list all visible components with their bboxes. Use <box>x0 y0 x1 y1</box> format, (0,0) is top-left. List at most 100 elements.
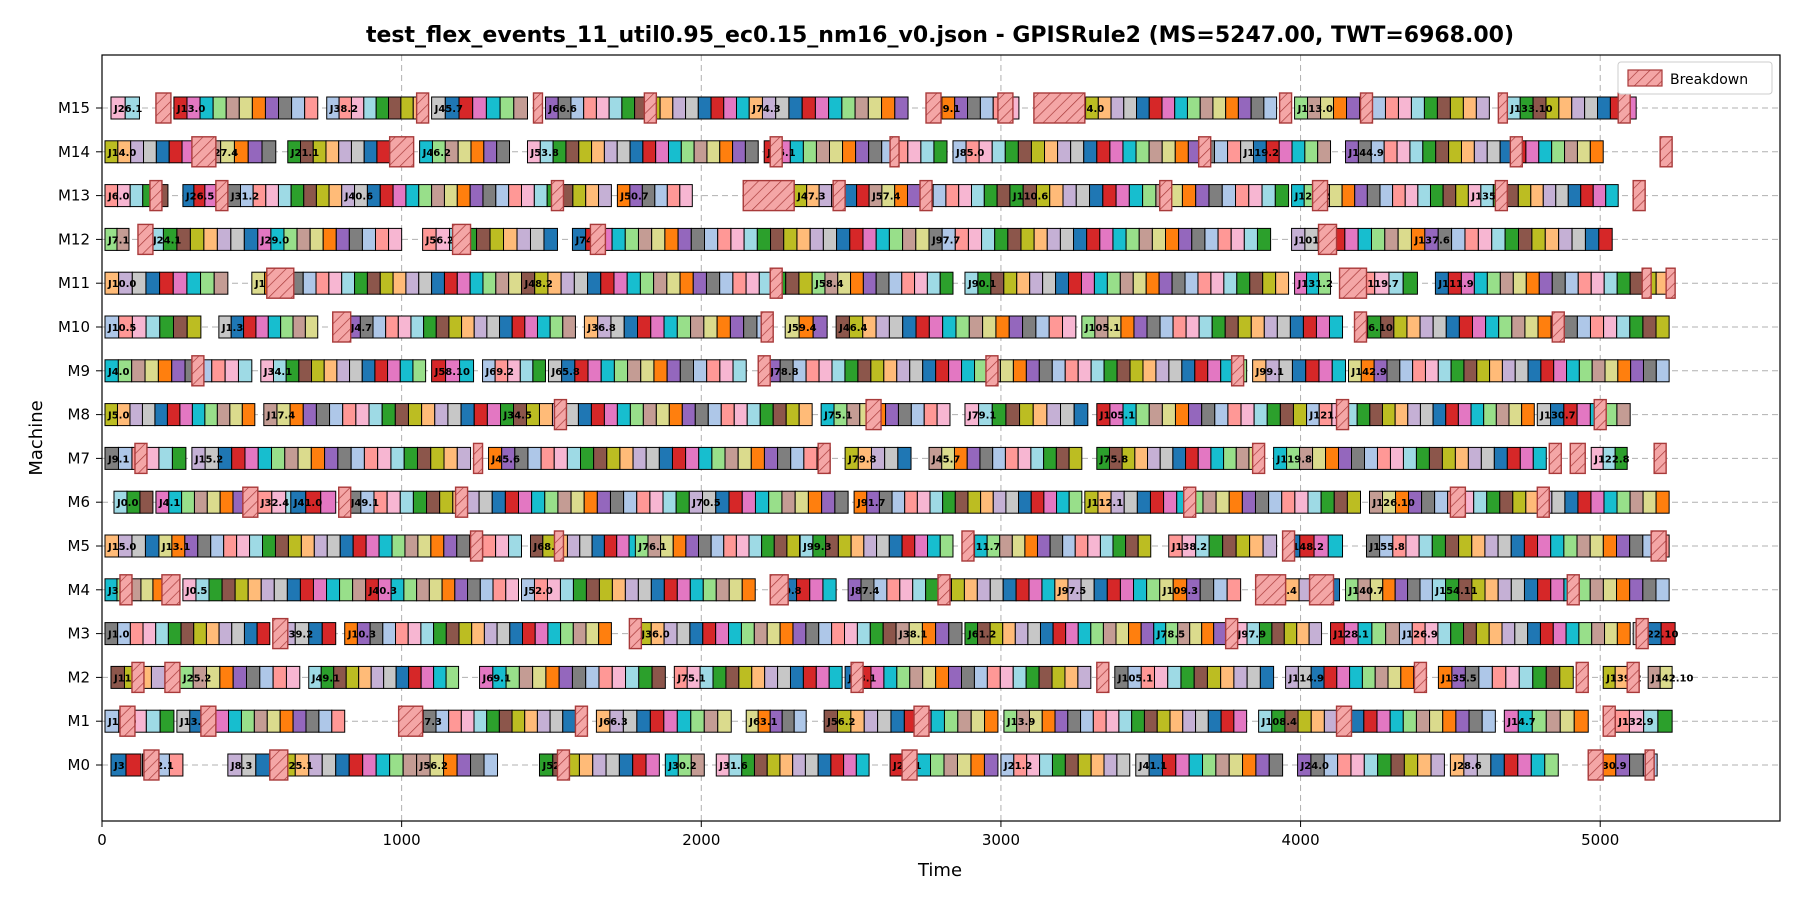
operation-segment <box>498 709 513 733</box>
operation-label: J144.9 <box>1348 148 1384 159</box>
operation-segment <box>1445 315 1460 339</box>
operation-label: J70.5 <box>691 498 720 509</box>
operation-segment <box>896 359 911 383</box>
operation-segment <box>328 184 343 208</box>
operation-segment <box>144 534 160 558</box>
operation-segment <box>352 534 367 558</box>
operation-segment <box>1116 753 1131 777</box>
operation-segment <box>961 359 976 383</box>
operation-segment <box>1195 709 1209 733</box>
operation-segment <box>1199 578 1215 602</box>
operation-bar: J56.2 <box>422 227 558 251</box>
operation-label: J36.0 <box>640 630 669 641</box>
operation-bar: J8.3 <box>227 753 271 777</box>
operation-bar: J101.8 <box>1291 227 1412 251</box>
operation-segment <box>433 622 447 646</box>
breakdown-bar <box>1575 661 1589 694</box>
operation-segment <box>543 227 558 251</box>
operation-segment <box>553 446 568 470</box>
operation-segment <box>1430 753 1445 777</box>
operation-bar: J66.6 <box>544 96 750 120</box>
operation-bar: J4.1 <box>155 490 247 514</box>
operation-label: J58.4 <box>814 279 843 290</box>
operation-segment <box>999 534 1013 558</box>
operation-segment <box>645 753 660 777</box>
operation-segment <box>1223 446 1237 470</box>
operation-bar: J128.1 <box>1330 622 1400 646</box>
y-axis-title: Machine <box>26 400 47 475</box>
operation-label: J101.8 <box>1294 235 1330 246</box>
operation-segment <box>1605 184 1619 208</box>
operation-bar: J38.1 <box>895 622 963 646</box>
operation-segment <box>1510 534 1525 558</box>
operation-segment <box>1589 315 1605 339</box>
operation-segment <box>420 622 435 646</box>
operation-segment <box>1386 359 1401 383</box>
operation-segment <box>522 622 536 646</box>
operation-segment <box>976 578 991 602</box>
operation-segment <box>1484 534 1499 558</box>
operation-segment <box>1539 622 1554 646</box>
operation-segment <box>345 665 360 689</box>
breakdown-bar <box>161 574 181 606</box>
operation-segment <box>1292 403 1308 427</box>
operation-segment <box>322 227 337 251</box>
operation-segment <box>1498 315 1513 339</box>
y-tick-label: M0 <box>68 756 91 774</box>
operation-segment <box>741 490 756 514</box>
operation-segment <box>1090 753 1105 777</box>
operation-segment <box>571 665 587 689</box>
operation-segment <box>850 271 864 295</box>
operation-segment <box>1022 315 1037 339</box>
operation-segment <box>1039 753 1053 777</box>
operation-segment <box>963 578 978 602</box>
operation-segment <box>1598 227 1613 251</box>
operation-segment <box>456 753 472 777</box>
operation-segment <box>129 403 143 427</box>
operation-segment <box>443 271 458 295</box>
operation-segment <box>888 315 904 339</box>
operation-segment <box>1254 490 1270 514</box>
breakdown-bar <box>1353 311 1368 343</box>
breakdown-bar <box>769 136 783 168</box>
operation-segment <box>155 140 170 164</box>
x-tick-label: 5000 <box>1581 831 1619 849</box>
operation-segment <box>1068 446 1083 470</box>
operation-segment <box>772 403 787 427</box>
breakdown-bar <box>556 749 571 781</box>
operation-segment <box>1354 184 1368 208</box>
operation-segment <box>704 227 719 251</box>
operation-bar: J99.1 <box>1252 359 1347 383</box>
operation-segment <box>339 578 354 602</box>
operation-bar: J113.0 <box>1294 96 1490 120</box>
breakdown-bar <box>1665 267 1676 299</box>
operation-segment <box>899 578 914 602</box>
operation-segment <box>1302 315 1317 339</box>
operation-segment <box>786 534 801 558</box>
operation-segment <box>496 140 511 164</box>
operation-segment <box>592 753 607 777</box>
operation-segment <box>125 753 142 777</box>
breakdown-bar <box>589 223 607 256</box>
operation-segment <box>1327 534 1344 558</box>
operation-segment <box>379 184 394 208</box>
operation-segment <box>766 753 781 777</box>
operation-bar: J15.0 <box>104 534 160 558</box>
operation-segment <box>1003 271 1018 295</box>
operation-segment <box>577 403 592 427</box>
breakdown-bar <box>149 179 163 212</box>
operation-segment <box>469 271 484 295</box>
operation-bar: J59.4 <box>784 315 828 339</box>
operation-segment <box>926 271 941 295</box>
operation-segment <box>1603 271 1618 295</box>
operation-segment <box>1131 709 1145 733</box>
operation-segment <box>1457 403 1472 427</box>
operation-segment <box>1005 490 1020 514</box>
operation-segment <box>1480 446 1495 470</box>
operation-segment <box>489 227 505 251</box>
operation-segment <box>456 184 471 208</box>
operation-segment <box>206 490 221 514</box>
operation-bar: J25.1 <box>281 753 418 777</box>
operation-segment <box>1064 359 1079 383</box>
operation-segment <box>365 534 380 558</box>
